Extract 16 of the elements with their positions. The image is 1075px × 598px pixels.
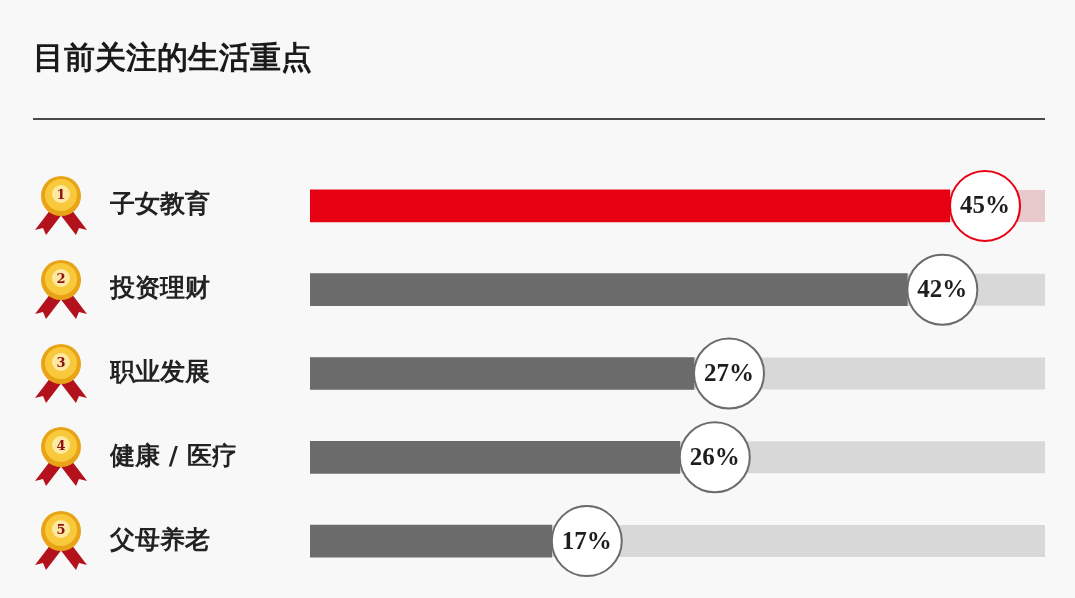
data-label: 45% — [960, 191, 1010, 219]
data-label: 26% — [689, 442, 740, 470]
y-tick-label: 健康 / 医疗 — [109, 440, 237, 470]
text: 5 — [54, 522, 68, 538]
text: 3 — [54, 354, 68, 370]
y-tick-label: 职业发展 — [109, 357, 210, 386]
text: 1 — [54, 186, 68, 202]
text: 2 — [54, 270, 68, 286]
y-tick-label: 投资理财 — [109, 273, 210, 303]
data-label: 27% — [704, 358, 754, 386]
y-tick-label: 父母养老 — [109, 524, 210, 554]
chart-title: 目前关注的生活重点 — [33, 38, 312, 77]
data-label: 17% — [561, 526, 612, 554]
data-label: 42% — [917, 275, 968, 303]
text: 4 — [54, 438, 68, 454]
y-tick-label: 子女教育 — [109, 189, 210, 219]
